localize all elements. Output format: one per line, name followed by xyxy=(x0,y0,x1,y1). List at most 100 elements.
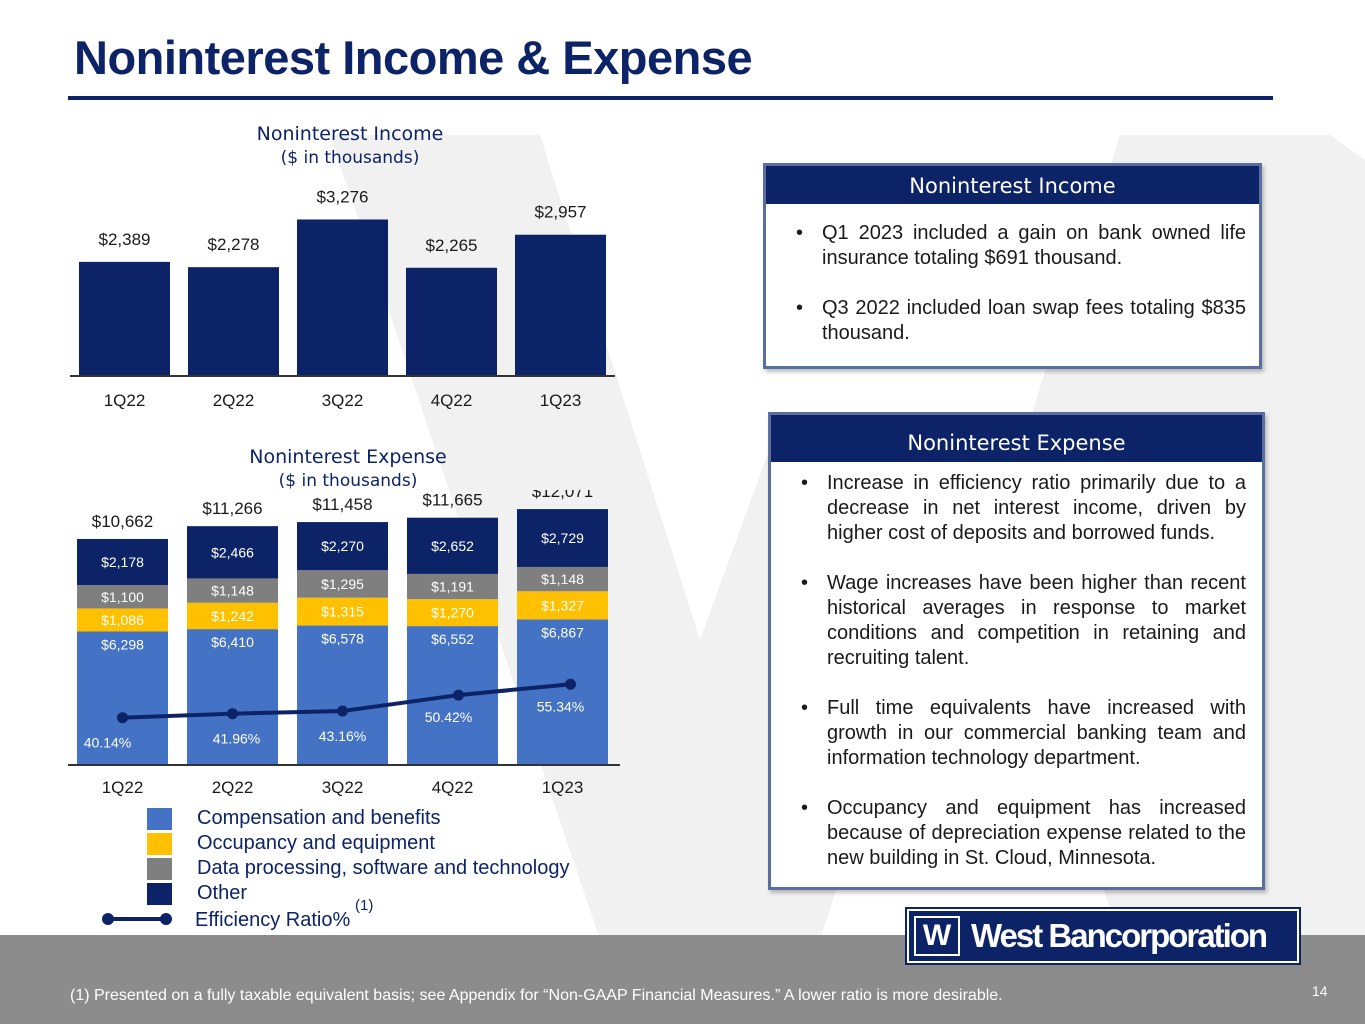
expense-segment-label: $6,410 xyxy=(211,634,254,650)
bullet-list: Q1 2023 included a gain on bank owned li… xyxy=(796,221,1246,371)
legend-label: Compensation and benefits xyxy=(197,807,441,829)
legend-item-data-processing: Data processing, software and technology xyxy=(147,856,607,880)
income-category-label: 1Q23 xyxy=(540,391,582,410)
legend-swatch xyxy=(147,883,172,905)
expense-segment-label: $1,295 xyxy=(321,576,364,592)
expense-bar-segment xyxy=(407,517,498,574)
bullet-item: Q3 2022 included loan swap fees totaling… xyxy=(796,296,1246,346)
efficiency-ratio-point xyxy=(565,678,576,690)
title-divider xyxy=(68,96,1273,100)
income-bar xyxy=(406,267,497,376)
legend-item-occupancy: Occupancy and equipment xyxy=(147,831,607,855)
expense-total-label: $11,458 xyxy=(312,495,372,514)
expense-bar-segment xyxy=(297,625,388,765)
expense-segment-label: $1,086 xyxy=(101,612,144,628)
efficiency-ratio-point xyxy=(117,712,128,724)
logo-mark: W xyxy=(914,916,960,956)
expense-segment-label: $6,867 xyxy=(541,624,584,640)
expense-segment-label: $1,315 xyxy=(321,604,364,620)
efficiency-ratio-label: 55.34% xyxy=(537,698,584,714)
expense-bar-segment xyxy=(77,608,168,632)
expense-segment-label: $2,652 xyxy=(431,538,474,554)
west-bancorporation-logo: W West Bancorporation xyxy=(905,907,1301,965)
footnote-marker: (1) xyxy=(355,897,374,914)
income-category-label: 4Q22 xyxy=(431,391,473,410)
panel-heading: Noninterest Income xyxy=(766,166,1259,204)
income-value-label: $3,276 xyxy=(317,187,369,206)
income-bar xyxy=(79,261,170,376)
efficiency-line-swatch xyxy=(102,913,172,925)
expense-segment-label: $2,270 xyxy=(321,538,364,554)
income-category-label: 1Q22 xyxy=(104,391,146,410)
expense-bar-segment xyxy=(297,570,388,598)
bullet-item: Q1 2023 included a gain on bank owned li… xyxy=(796,221,1246,271)
expense-segment-label: $6,578 xyxy=(321,631,364,647)
legend-item-compensation: Compensation and benefits xyxy=(147,806,607,830)
legend-label: Other xyxy=(197,882,248,904)
income-chart: $2,389 1Q22 $2,278 2Q22 $3,276 3Q22 $2,265 4Q22… xyxy=(70,187,615,410)
legend-swatch xyxy=(147,833,172,855)
expense-bar-segment xyxy=(77,585,168,609)
efficiency-ratio-point xyxy=(227,708,238,720)
page-title: Noninterest Income & Expense xyxy=(74,31,753,84)
expense-total-label: $12,071 xyxy=(532,490,593,501)
income-value-label: $2,265 xyxy=(426,236,478,255)
expense-segment-label: $1,327 xyxy=(541,597,584,613)
expense-bar-segment xyxy=(517,566,608,592)
efficiency-ratio-point xyxy=(337,705,348,717)
expense-total-label: $10,662 xyxy=(92,512,153,531)
bullet-item: Occupancy and equipment has increased be… xyxy=(801,796,1246,871)
expense-bar-segment xyxy=(77,538,168,586)
expense-chart-subtitle: ($ in thousands) xyxy=(278,471,418,491)
income-value-label: $2,278 xyxy=(208,235,260,254)
bullet-item: Full time equivalents have increased wit… xyxy=(801,696,1246,771)
income-chart-title: Noninterest Income xyxy=(256,123,444,145)
efficiency-ratio-label: 50.42% xyxy=(425,709,472,725)
expense-bar-segment xyxy=(297,522,388,571)
income-bar xyxy=(297,219,388,376)
expense-segment-label: $1,148 xyxy=(211,583,254,599)
expense-category-label: 1Q22 xyxy=(102,778,144,797)
bullet-item: Wage increases have been higher than rec… xyxy=(801,571,1246,671)
footnote: (1) Presented on a fully taxable equival… xyxy=(70,987,1003,1004)
expense-bar-segment xyxy=(187,629,278,765)
expense-bar-segment xyxy=(517,591,608,620)
legend-label: Efficiency Ratio% xyxy=(195,909,351,931)
income-category-label: 3Q22 xyxy=(322,391,364,410)
expense-segment-label: $2,729 xyxy=(541,530,584,546)
expense-segment-label: $1,242 xyxy=(211,608,254,624)
legend-swatch xyxy=(147,808,172,830)
efficiency-ratio-label: 41.96% xyxy=(213,731,260,747)
expense-segment-label: $1,191 xyxy=(431,579,474,595)
expense-bar-segment xyxy=(187,578,278,603)
expense-bar-segment xyxy=(187,526,278,579)
page-number: 14 xyxy=(1312,983,1328,999)
expense-segment-label: $1,100 xyxy=(101,589,144,605)
legend-item-other: Other xyxy=(147,881,607,905)
expense-total-label: $11,266 xyxy=(202,499,262,518)
expense-bar-segment xyxy=(517,619,608,765)
expense-bar-segment xyxy=(187,602,278,630)
efficiency-ratio-point xyxy=(453,689,464,701)
expense-segment-label: $6,298 xyxy=(101,636,144,652)
expense-segment-label: $1,270 xyxy=(431,605,474,621)
expense-bar-segment xyxy=(77,631,168,765)
income-bar xyxy=(515,234,606,376)
efficiency-ratio-label: 40.14% xyxy=(84,735,131,751)
income-value-label: $2,389 xyxy=(99,230,151,249)
bullet-list: Increase in efficiency ratio primarily d… xyxy=(801,471,1246,896)
expense-bar-segment xyxy=(407,599,498,627)
panel-heading: Noninterest Expense xyxy=(771,415,1262,462)
expense-bar-segment xyxy=(407,573,498,600)
noninterest-income-panel: Noninterest Income Q1 2023 included a ga… xyxy=(763,163,1262,369)
expense-category-label: 3Q22 xyxy=(322,778,364,797)
expense-bar-segment xyxy=(517,509,608,567)
income-chart-subtitle: ($ in thousands) xyxy=(280,148,420,168)
legend-label: Occupancy and equipment xyxy=(197,832,435,854)
legend-item-efficiency-ratio: Efficiency Ratio% (1) xyxy=(100,897,400,933)
expense-segment-label: $2,466 xyxy=(211,544,254,560)
logo-text: West Bancorporation xyxy=(971,917,1268,954)
noninterest-expense-panel: Noninterest Expense Increase in efficien… xyxy=(768,412,1265,890)
expense-total-label: $11,665 xyxy=(422,491,482,510)
efficiency-ratio-label: 43.16% xyxy=(319,728,366,744)
